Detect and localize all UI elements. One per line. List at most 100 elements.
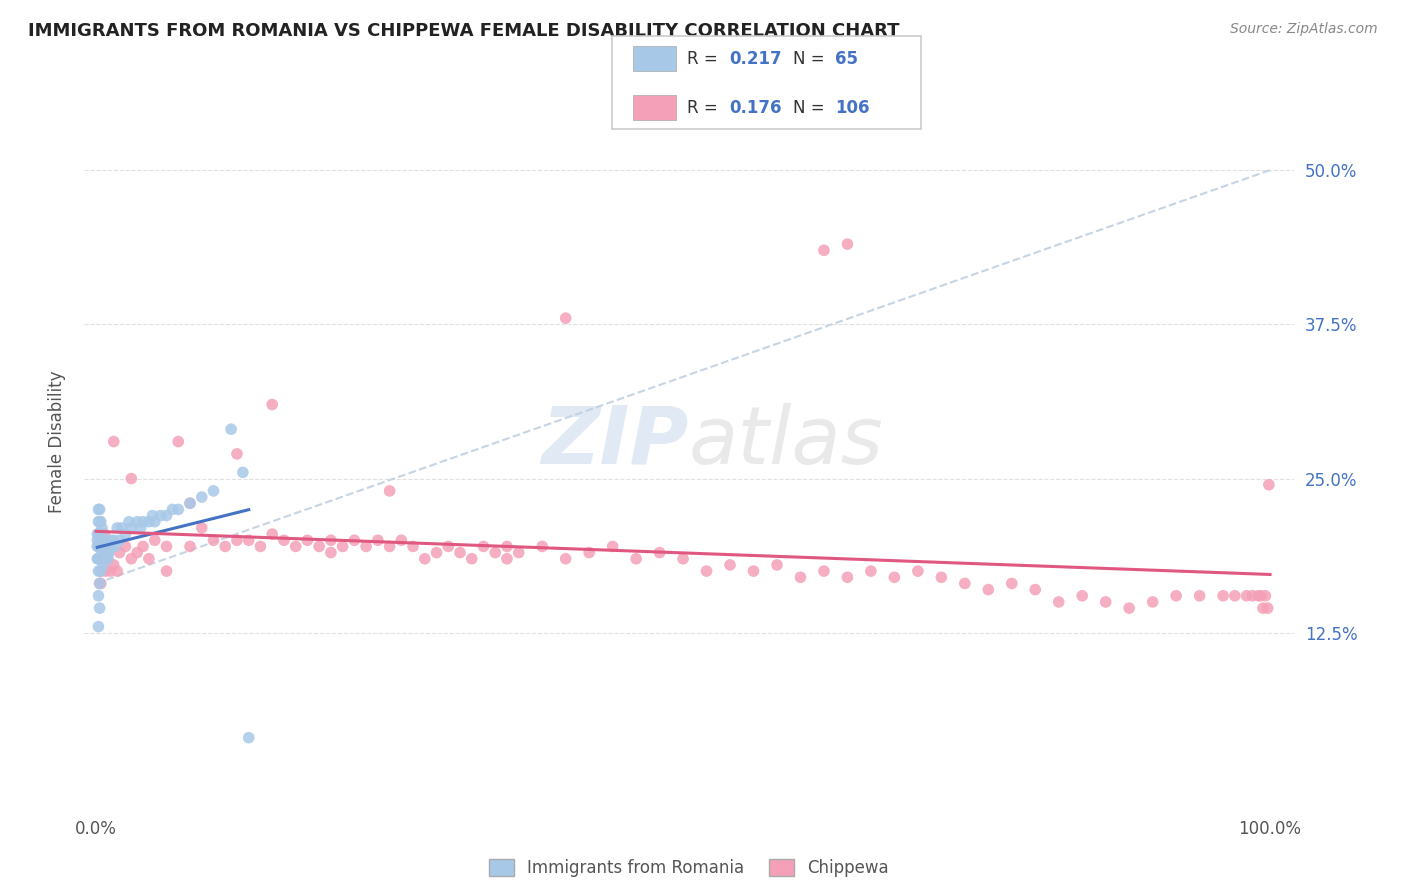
Point bbox=[226, 533, 249, 548]
Text: atlas: atlas bbox=[689, 402, 884, 481]
Point bbox=[813, 564, 835, 578]
Point bbox=[167, 502, 190, 516]
Point bbox=[97, 551, 120, 566]
Point bbox=[484, 545, 506, 560]
Point bbox=[1223, 589, 1246, 603]
Point bbox=[98, 564, 121, 578]
Point bbox=[89, 576, 111, 591]
Point bbox=[624, 551, 647, 566]
Point bbox=[98, 545, 121, 560]
Point bbox=[86, 527, 108, 541]
Point bbox=[89, 533, 111, 548]
Point bbox=[402, 540, 425, 554]
Point bbox=[87, 619, 110, 633]
Point bbox=[91, 551, 114, 566]
Point bbox=[132, 540, 155, 554]
Point bbox=[813, 244, 835, 258]
Point bbox=[155, 508, 177, 523]
Point bbox=[496, 551, 519, 566]
Point bbox=[87, 564, 110, 578]
Y-axis label: Female Disability: Female Disability bbox=[48, 370, 66, 513]
Point bbox=[100, 540, 122, 554]
Point bbox=[87, 551, 110, 566]
Point bbox=[141, 508, 163, 523]
Point bbox=[284, 540, 307, 554]
Point bbox=[449, 545, 471, 560]
Point bbox=[343, 533, 366, 548]
Point bbox=[437, 540, 460, 554]
Point bbox=[696, 564, 718, 578]
Text: N =: N = bbox=[793, 99, 830, 117]
Point bbox=[91, 540, 114, 554]
Point bbox=[1094, 595, 1116, 609]
Point bbox=[90, 540, 112, 554]
Point bbox=[104, 540, 127, 554]
Point bbox=[108, 545, 131, 560]
Point bbox=[91, 558, 114, 572]
Point bbox=[1254, 589, 1277, 603]
Point bbox=[118, 515, 141, 529]
Point bbox=[238, 731, 260, 745]
Point bbox=[179, 496, 201, 510]
Point bbox=[1047, 595, 1070, 609]
Point bbox=[90, 564, 112, 578]
Point bbox=[114, 527, 136, 541]
Text: R =: R = bbox=[688, 50, 723, 68]
Point bbox=[89, 527, 111, 541]
Point bbox=[97, 545, 120, 560]
Point bbox=[120, 521, 142, 535]
Point bbox=[91, 533, 114, 548]
Point bbox=[90, 527, 112, 541]
Point bbox=[602, 540, 624, 554]
Point bbox=[89, 515, 111, 529]
Point bbox=[87, 515, 110, 529]
Point bbox=[87, 527, 110, 541]
Point bbox=[86, 533, 108, 548]
Point bbox=[155, 540, 177, 554]
Point bbox=[262, 398, 284, 412]
Point bbox=[1118, 601, 1140, 615]
Point bbox=[1250, 589, 1272, 603]
Point bbox=[508, 545, 530, 560]
Point bbox=[127, 545, 149, 560]
Point bbox=[89, 540, 111, 554]
Point bbox=[105, 521, 128, 535]
Point bbox=[262, 527, 284, 541]
Point bbox=[232, 466, 254, 480]
Point bbox=[103, 558, 125, 572]
Text: R =: R = bbox=[688, 99, 723, 117]
Point bbox=[378, 483, 401, 498]
Text: 0.217: 0.217 bbox=[730, 50, 782, 68]
Point bbox=[461, 551, 484, 566]
Point bbox=[1257, 477, 1279, 491]
Point bbox=[155, 564, 177, 578]
Point bbox=[332, 540, 354, 554]
Point bbox=[378, 540, 401, 554]
Point bbox=[190, 490, 212, 504]
Point bbox=[554, 551, 576, 566]
Point bbox=[91, 533, 114, 548]
Point bbox=[89, 601, 111, 615]
Text: IMMIGRANTS FROM ROMANIA VS CHIPPEWA FEMALE DISABILITY CORRELATION CHART: IMMIGRANTS FROM ROMANIA VS CHIPPEWA FEMA… bbox=[28, 22, 900, 40]
Point bbox=[86, 551, 108, 566]
Point bbox=[90, 564, 112, 578]
Point bbox=[132, 515, 155, 529]
Point bbox=[1001, 576, 1024, 591]
Point bbox=[859, 564, 882, 578]
Text: ZIP: ZIP bbox=[541, 402, 689, 481]
Point bbox=[425, 545, 447, 560]
Point bbox=[554, 311, 576, 326]
Point bbox=[389, 533, 412, 548]
Point bbox=[718, 558, 741, 572]
Point bbox=[1071, 589, 1094, 603]
Point bbox=[766, 558, 789, 572]
Point bbox=[90, 551, 112, 566]
Point bbox=[1251, 601, 1274, 615]
Point bbox=[89, 576, 111, 591]
Point bbox=[238, 533, 260, 548]
Point bbox=[496, 540, 519, 554]
Text: 106: 106 bbox=[835, 99, 869, 117]
Point bbox=[179, 496, 201, 510]
Point bbox=[308, 540, 330, 554]
Point bbox=[273, 533, 295, 548]
